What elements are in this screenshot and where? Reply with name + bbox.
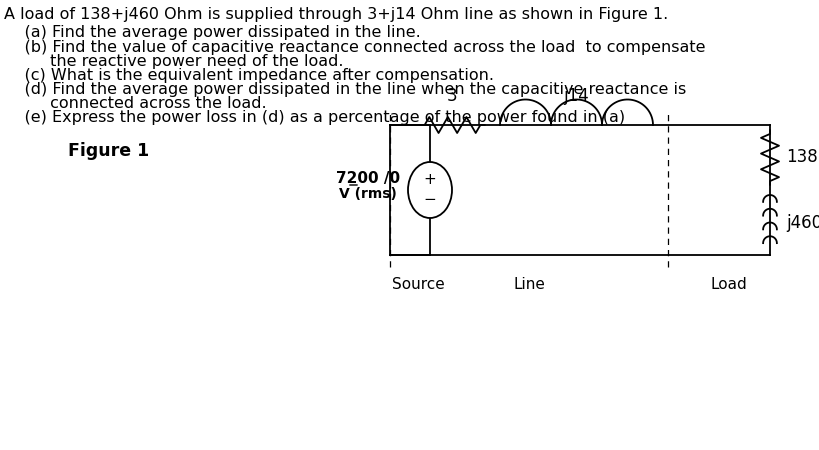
Text: Load: Load xyxy=(711,277,748,292)
Text: A load of 138+j460 Ohm is supplied through 3+j14 Ohm line as shown in Figure 1.: A load of 138+j460 Ohm is supplied throu… xyxy=(4,7,668,22)
Text: (a) Find the average power dissipated in the line.: (a) Find the average power dissipated in… xyxy=(4,25,421,40)
Text: the reactive power need of the load.: the reactive power need of the load. xyxy=(4,54,343,69)
Text: Figure 1: Figure 1 xyxy=(68,142,149,160)
Text: Line: Line xyxy=(513,277,545,292)
Text: j14: j14 xyxy=(563,87,590,105)
Text: j460: j460 xyxy=(786,213,819,231)
Text: (c) What is the equivalent impedance after compensation.: (c) What is the equivalent impedance aft… xyxy=(4,68,494,83)
Text: connected across the load.: connected across the load. xyxy=(4,96,267,111)
Text: (e) Express the power loss in (d) as a percentage of the power found in (a): (e) Express the power loss in (d) as a p… xyxy=(4,110,625,125)
Text: +: + xyxy=(423,172,437,188)
Text: Source: Source xyxy=(392,277,445,292)
Text: (b) Find the value of capacitive reactance connected across the load  to compens: (b) Find the value of capacitive reactan… xyxy=(4,40,705,55)
Ellipse shape xyxy=(408,162,452,218)
Text: 7200 /0: 7200 /0 xyxy=(336,171,400,185)
Text: (d) Find the average power dissipated in the line when the capacitive reactance : (d) Find the average power dissipated in… xyxy=(4,82,686,97)
Text: 138: 138 xyxy=(786,148,817,166)
Text: −: − xyxy=(423,193,437,207)
Text: V (rms): V (rms) xyxy=(339,187,397,201)
Text: 3: 3 xyxy=(447,87,458,105)
